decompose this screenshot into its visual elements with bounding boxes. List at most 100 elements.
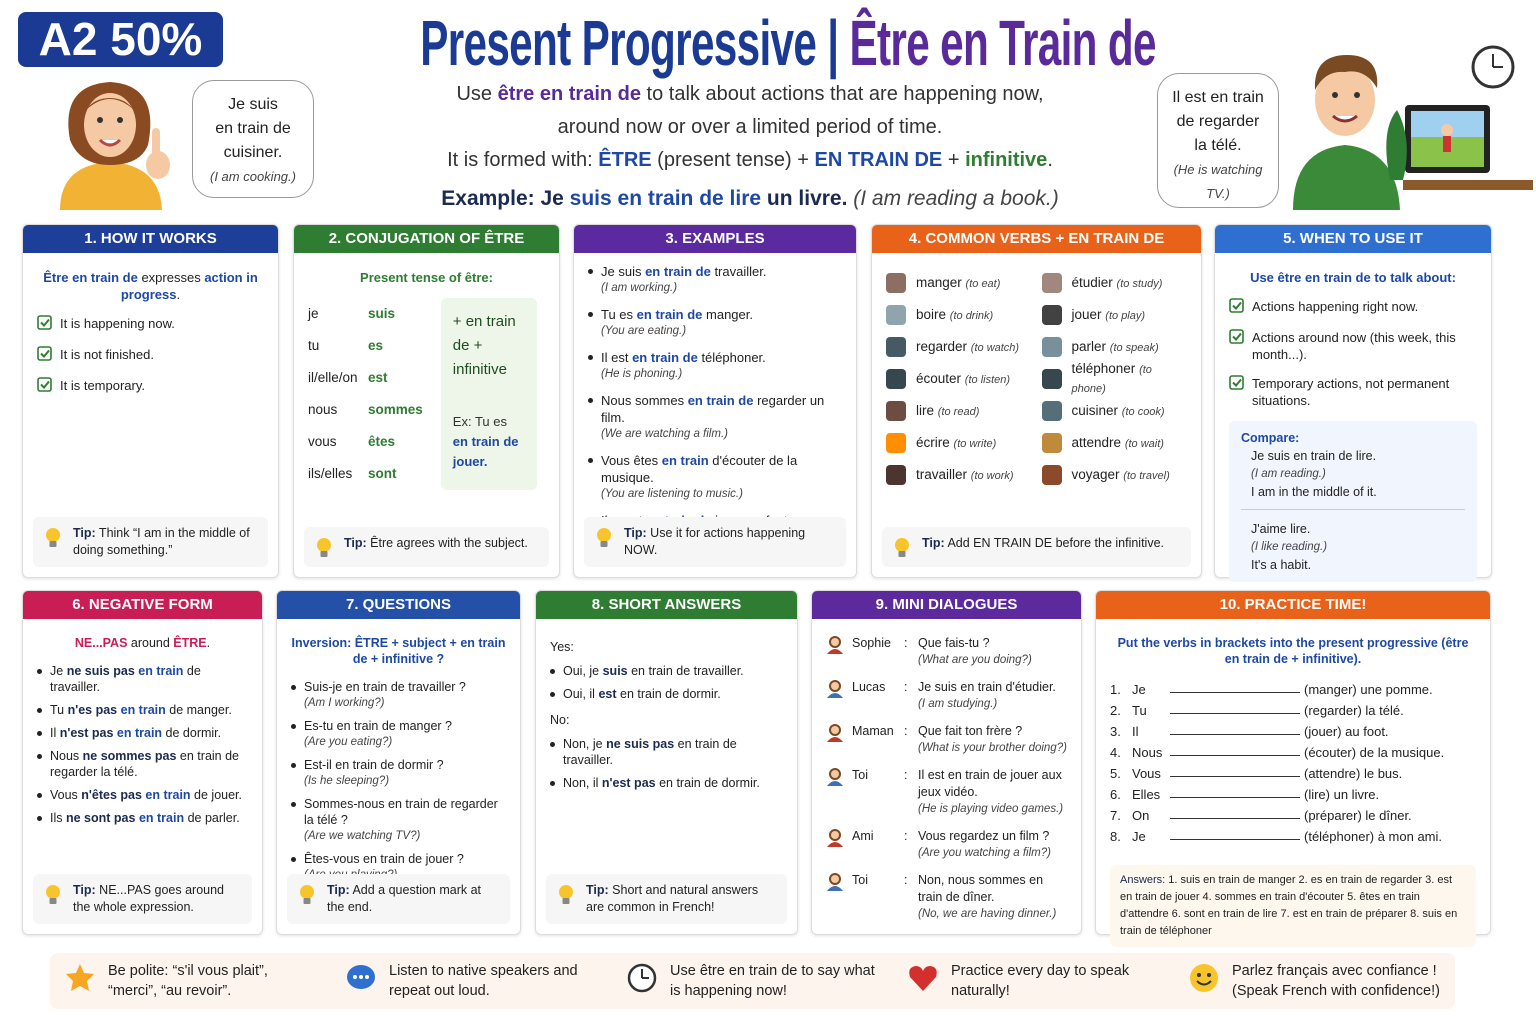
exercise-hint: (attendre) le bus. xyxy=(1304,766,1403,781)
answer-blank xyxy=(1170,784,1300,798)
tip-box: Tip: Add EN TRAIN DE before the infiniti… xyxy=(882,527,1191,567)
dialogue-row: Maman: Que fait ton frère ? (What is your … xyxy=(826,723,1067,757)
table-row: tu es xyxy=(308,330,429,362)
compare-group: Je suis en train de lire. (I am reading.)… xyxy=(1241,447,1465,501)
checkbox-svg xyxy=(37,346,52,361)
verb-gloss: (to read) xyxy=(937,405,980,418)
bullet-dot xyxy=(550,669,555,674)
text-segment: de jouer. xyxy=(190,788,242,802)
text-segment: en train de regarder la télé. xyxy=(50,749,239,779)
highlight-segment: ÊTRE xyxy=(173,636,207,650)
tip-box: Tip: Think “I am in the middle of doing … xyxy=(33,517,268,567)
section-content: Sophie: Que fais-tu ? (What are you doing?… xyxy=(812,619,1081,943)
tip-text: NE...PAS goes around the whole expressio… xyxy=(73,883,225,914)
exercise-row: 5. Vous (attendre) le bus. xyxy=(1110,763,1476,784)
title-main: Present Progressive xyxy=(420,7,817,79)
exercise-row: 4. Nous (écouter) de la musique. xyxy=(1110,742,1476,763)
verb-gloss: (to drink) xyxy=(949,309,994,322)
verb-icon xyxy=(1041,273,1062,293)
bullet-item: Oui, je suis en train de travailler. xyxy=(550,663,783,679)
highlight-segment: en train xyxy=(661,453,709,468)
tip-text: Être agrees with the subject. xyxy=(366,536,528,550)
verb-item: téléphoner (to phone) xyxy=(1041,361,1188,395)
section-content: Present tense of être: je suis tu es il/elle/… xyxy=(294,253,559,500)
table-row: vous êtes xyxy=(308,426,429,458)
bullet-dot xyxy=(588,458,593,463)
woman-illustration xyxy=(60,82,170,210)
text-segment: Actions happening right now. xyxy=(1252,299,1419,314)
translation: (No, we are having dinner.) xyxy=(918,908,1057,920)
bullet-item: Tu es en train de manger. (You are eating… xyxy=(588,306,842,340)
bullet-dot xyxy=(291,685,296,690)
exercise-row: 8. Je (téléphoner) à mon ami. xyxy=(1110,826,1476,847)
verb: attendre xyxy=(1071,434,1122,450)
checkbox xyxy=(37,315,52,334)
bullet-dot xyxy=(37,708,42,713)
dialogue-text: Non, nous sommes en train de dîner. xyxy=(918,873,1044,904)
verb: manger xyxy=(916,274,962,290)
highlight-segment: EN TRAIN DE xyxy=(814,149,943,171)
table-row: je suis xyxy=(308,298,429,330)
bullet-text: Suis-je en train de travailler ? xyxy=(304,679,466,695)
bullet-text: Êtes-vous en train de jouer ? xyxy=(304,851,464,867)
exercise-hint: (écouter) de la musique. xyxy=(1304,745,1445,760)
footer-tip: Listen to native speakers and repeat out… xyxy=(331,953,612,1009)
bubble-line: Il est en train xyxy=(1172,89,1264,106)
check-item: Temporary actions, not permanent situati… xyxy=(1229,375,1477,409)
verb: écouter xyxy=(916,370,962,386)
compare-line: It's a habit. xyxy=(1251,558,1312,572)
answers-label: Answers: xyxy=(1120,874,1166,886)
text-segment: Actions around now (this week, this mont… xyxy=(1252,330,1456,362)
dialogue-row: Toi: Non, nous sommes en train de dîner. (… xyxy=(826,872,1067,923)
bullet-text: Il n'est pas en train de dormir. xyxy=(50,725,221,741)
verb-gloss: (to write) xyxy=(953,437,997,450)
text-segment: It is not finished. xyxy=(60,347,154,362)
line: Que fais-tu ? (What are you doing?) xyxy=(918,635,1067,669)
footer-icon-svg xyxy=(347,965,375,989)
tip-label: Tip: xyxy=(73,526,96,540)
exercise-row: 2. Tu (regarder) la télé. xyxy=(1110,700,1476,721)
formula: + en train de + infinitive xyxy=(452,313,516,378)
compare-group: J'aime lire. (I like reading.) It's a habi… xyxy=(1241,509,1465,574)
text-segment: en train de travailler. xyxy=(627,664,744,678)
text-segment: around xyxy=(127,636,174,650)
tip-box: Tip: Use it for actions happening NOW. xyxy=(584,517,846,567)
text-segment: Oui, il xyxy=(563,687,599,701)
table-cell: sont xyxy=(368,466,397,481)
group-label: Yes: xyxy=(550,640,574,654)
verb-icon xyxy=(1041,465,1062,485)
bullet-item: Vous n'êtes pas en train de jouer. xyxy=(37,787,248,803)
avatar-svg xyxy=(827,680,843,698)
bullet-dot xyxy=(588,355,593,360)
man-tv-illustration xyxy=(1293,45,1533,210)
exercise-number: 3. xyxy=(1110,724,1121,739)
highlight-segment: est xyxy=(598,687,617,701)
section-header: 8. SHORT ANSWERS xyxy=(536,591,797,619)
tip-text: Add a question mark at the end. xyxy=(327,883,482,914)
highlight-segment: action in progress xyxy=(120,270,258,302)
tip-label: Tip: xyxy=(586,883,609,897)
table-row: ils/elles sont xyxy=(308,458,429,490)
checkbox-svg xyxy=(1229,298,1244,313)
bullet-body: Tu n'es pas en train de manger. xyxy=(50,702,232,718)
checkbox-svg xyxy=(1229,329,1244,344)
verb-gloss: (to phone) xyxy=(1071,364,1152,395)
answer-blank xyxy=(1170,763,1300,777)
text-segment: Êtes-vous en train de jouer ? xyxy=(304,852,464,866)
table-cell: vous xyxy=(308,434,337,449)
exercise-row: 6. Elles (lire) un livre. xyxy=(1110,784,1476,805)
verb-text: manger (to eat) xyxy=(916,274,1000,293)
bullet-text: Oui, je suis en train de travailler. xyxy=(563,663,744,679)
exercise-subject: Tu xyxy=(1132,703,1147,718)
bullet-dot xyxy=(550,692,555,697)
highlight-segment: Inversion: ÊTRE + subject + en train de … xyxy=(291,636,506,666)
verb-icon xyxy=(1041,401,1062,421)
text-segment: around now or over a limited period of t… xyxy=(557,116,943,138)
bullet-item: Il est en train de téléphoner. (He is pho… xyxy=(588,349,842,383)
translation: (He is phoning.) xyxy=(601,368,683,380)
checkbox xyxy=(37,346,52,365)
translation: (Is he sleeping?) xyxy=(304,775,390,787)
checkbox-svg xyxy=(37,315,52,330)
verb-icon xyxy=(886,433,906,453)
section-card: 1. HOW IT WORKS Être en train de expresse… xyxy=(22,224,279,578)
